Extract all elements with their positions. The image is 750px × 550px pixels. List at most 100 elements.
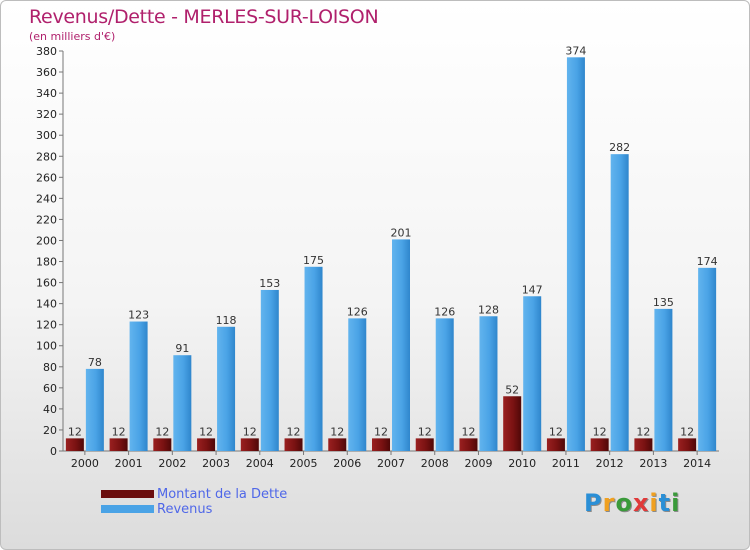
x-tick-label: 2005 bbox=[290, 457, 318, 470]
bar-dette bbox=[65, 438, 84, 451]
bar-revenus bbox=[610, 154, 629, 451]
data-label-revenus: 123 bbox=[128, 309, 149, 322]
x-tick-label: 2007 bbox=[377, 457, 405, 470]
y-tick-label: 340 bbox=[36, 87, 57, 100]
bar-revenus bbox=[479, 316, 498, 451]
logo-letter: t bbox=[658, 489, 672, 517]
x-tick-label: 2009 bbox=[464, 457, 492, 470]
bar-revenus bbox=[85, 368, 104, 451]
data-label-dette: 12 bbox=[461, 425, 475, 438]
data-label-revenus: 175 bbox=[303, 254, 324, 267]
bar-dette bbox=[415, 438, 434, 451]
y-tick-label: 120 bbox=[36, 319, 57, 332]
x-axis: 2000 2001 2002 2003 2004 2005 2006 2007 2008 2009… bbox=[63, 450, 719, 470]
bar-revenus bbox=[348, 318, 367, 451]
data-label-revenus: 153 bbox=[259, 277, 280, 290]
bar-revenus bbox=[566, 57, 585, 451]
bar-revenus bbox=[129, 321, 148, 451]
data-label-dette: 12 bbox=[199, 425, 213, 438]
proxiti-logo: Proxiti bbox=[584, 489, 680, 517]
bar-revenus bbox=[435, 318, 454, 451]
data-label-dette: 12 bbox=[112, 425, 126, 438]
bar-dette bbox=[240, 438, 259, 451]
bars: 12 78 12 123 12 91 12 118 12 153 12 175 12 126 12 201 12… bbox=[65, 44, 718, 451]
y-tick-label: 300 bbox=[36, 129, 57, 142]
bar-revenus bbox=[654, 308, 673, 451]
y-tick-label: 220 bbox=[36, 213, 57, 226]
bar-dette bbox=[197, 438, 216, 451]
data-label-revenus: 135 bbox=[653, 296, 674, 309]
logo-letter: o bbox=[615, 489, 633, 517]
y-axis: 0 20 40 60 80 100 120 140 160 180 200 220 240 260 280 3… bbox=[36, 45, 64, 458]
bar-revenus bbox=[173, 355, 192, 451]
data-label-dette: 12 bbox=[549, 425, 563, 438]
data-label-revenus: 91 bbox=[175, 342, 189, 355]
y-tick-label: 200 bbox=[36, 234, 57, 247]
bar-dette bbox=[328, 438, 347, 451]
data-label-revenus: 128 bbox=[478, 303, 499, 316]
bar-revenus bbox=[698, 267, 717, 451]
x-tick-label: 2011 bbox=[552, 457, 580, 470]
logo-letter: P bbox=[584, 489, 603, 517]
y-tick-label: 180 bbox=[36, 256, 57, 269]
bar-revenus bbox=[217, 326, 236, 451]
data-label-revenus: 201 bbox=[391, 226, 412, 239]
y-tick-label: 80 bbox=[43, 361, 57, 374]
y-tick-label: 20 bbox=[43, 424, 57, 437]
y-tick-label: 260 bbox=[36, 171, 57, 184]
data-label-dette: 12 bbox=[287, 425, 301, 438]
data-label-revenus: 147 bbox=[522, 283, 543, 296]
logo-letter: i bbox=[671, 489, 681, 517]
bar-dette bbox=[546, 438, 565, 451]
data-label-dette: 12 bbox=[593, 425, 607, 438]
y-tick-label: 280 bbox=[36, 150, 57, 163]
x-tick-label: 2002 bbox=[158, 457, 186, 470]
data-label-dette: 12 bbox=[243, 425, 257, 438]
logo-letter: x bbox=[632, 489, 650, 517]
data-label-dette: 52 bbox=[505, 383, 519, 396]
data-label-revenus: 282 bbox=[609, 141, 630, 154]
x-tick-label: 2001 bbox=[115, 457, 143, 470]
logo-letter: i bbox=[649, 489, 659, 517]
bar-revenus bbox=[260, 289, 279, 451]
y-tick-label: 140 bbox=[36, 298, 57, 311]
y-tick-label: 380 bbox=[36, 45, 57, 58]
data-label-dette: 12 bbox=[680, 425, 694, 438]
chart-title: Revenus/Dette - MERLES-SUR-LOISON bbox=[29, 6, 379, 28]
y-tick-label: 240 bbox=[36, 192, 57, 205]
legend-label-dette: Montant de la Dette bbox=[157, 487, 288, 502]
data-label-dette: 12 bbox=[155, 425, 169, 438]
legend-swatch-revenus bbox=[101, 505, 154, 513]
bar-revenus bbox=[304, 266, 323, 451]
bar-dette bbox=[590, 438, 609, 451]
data-label-revenus: 374 bbox=[565, 44, 586, 57]
y-tick-label: 160 bbox=[36, 277, 57, 290]
chart-subtitle: (en milliers d'€) bbox=[29, 30, 116, 43]
x-tick-label: 2013 bbox=[639, 457, 667, 470]
x-tick-label: 2000 bbox=[71, 457, 99, 470]
bar-dette bbox=[503, 396, 522, 451]
x-tick-label: 2012 bbox=[596, 457, 624, 470]
y-tick-label: 320 bbox=[36, 108, 57, 121]
y-tick-label: 100 bbox=[36, 340, 57, 353]
data-label-dette: 12 bbox=[636, 425, 650, 438]
data-label-revenus: 126 bbox=[347, 305, 368, 318]
x-tick-label: 2014 bbox=[683, 457, 711, 470]
data-label-dette: 12 bbox=[68, 425, 82, 438]
y-tick-label: 0 bbox=[50, 445, 57, 458]
bar-revenus bbox=[392, 239, 410, 451]
data-label-revenus: 126 bbox=[434, 305, 455, 318]
data-label-dette: 12 bbox=[374, 425, 388, 438]
x-tick-label: 2003 bbox=[202, 457, 230, 470]
x-tick-label: 2008 bbox=[421, 457, 449, 470]
y-tick-label: 360 bbox=[36, 66, 57, 79]
y-tick-label: 40 bbox=[43, 403, 57, 416]
legend-label-revenus: Revenus bbox=[157, 502, 213, 517]
logo-letter: r bbox=[602, 489, 616, 517]
bar-dette bbox=[678, 438, 697, 451]
bar-dette bbox=[459, 438, 478, 451]
data-label-dette: 12 bbox=[418, 425, 432, 438]
data-label-revenus: 174 bbox=[697, 255, 718, 268]
bar-dette bbox=[153, 438, 172, 451]
